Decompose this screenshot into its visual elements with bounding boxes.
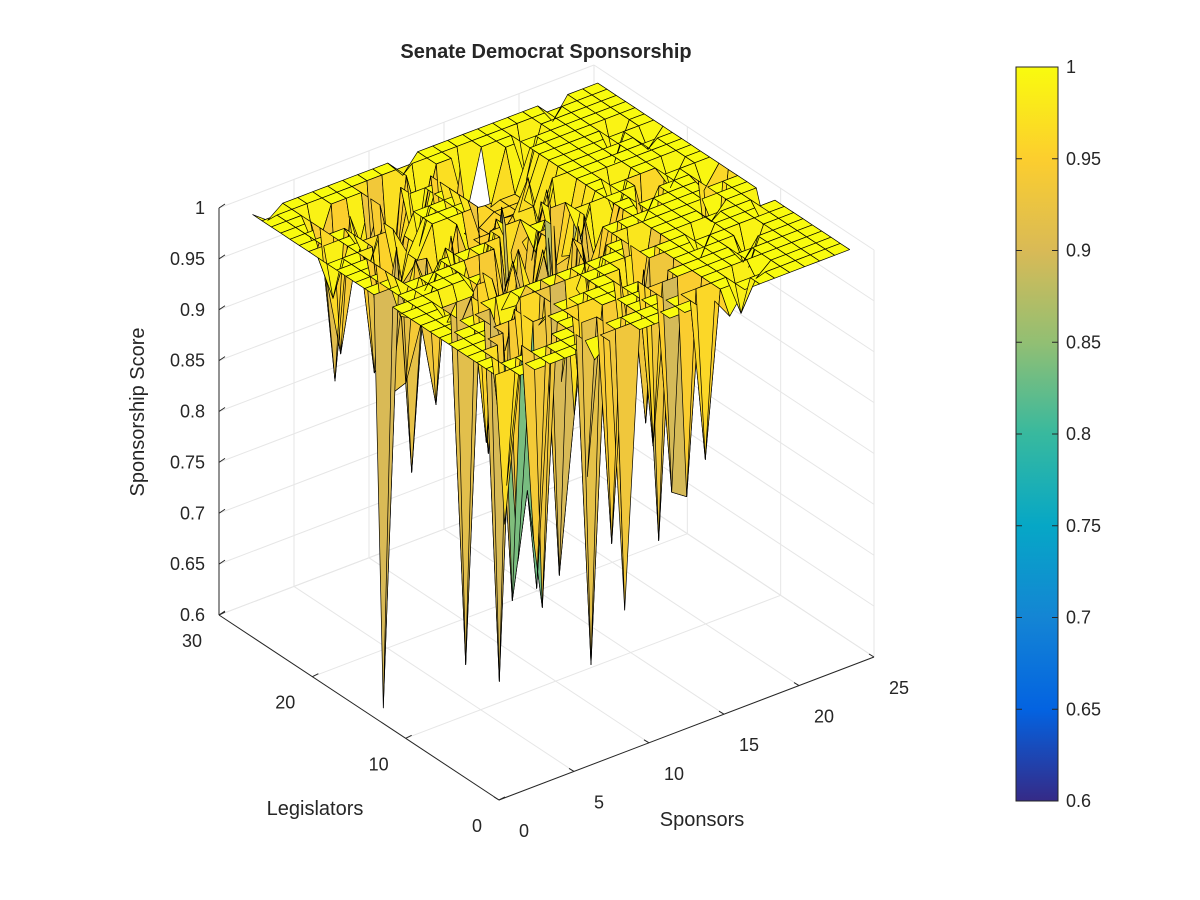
grid-line: [593, 420, 875, 607]
z-tick-label: 0.7: [180, 503, 205, 523]
x-tick-label: 10: [664, 764, 684, 784]
x-tick-label: 25: [889, 678, 909, 698]
axes-frame: 0 5 10 15 20 25 0 10 20 30 0.6 0.65 0.7 0.75 0.8 0.85 0.…: [170, 198, 909, 841]
z-tick-mark: [218, 610, 226, 616]
x-tick-label: 0: [519, 821, 529, 841]
z-tick-mark: [218, 559, 226, 565]
z-tick-mark: [218, 407, 226, 412]
colorbar: 0.6 0.65 0.7 0.75 0.8 0.85 0.9 0.95 1: [1015, 57, 1101, 811]
x-tick-mark: [718, 710, 725, 715]
y-axis-line: [218, 614, 500, 801]
colorbar-scale: [1015, 66, 1059, 802]
grid-line: [593, 471, 875, 658]
surface-patch: [824, 243, 851, 256]
y-tick-label: 0: [472, 816, 482, 836]
x-tick-mark: [793, 682, 800, 687]
z-tick-mark: [218, 203, 226, 209]
z-tick-label: 0.6: [180, 605, 205, 625]
x-tick-label: 20: [814, 707, 834, 727]
grid-line: [593, 64, 875, 251]
z-tick-mark: [218, 457, 226, 463]
y-tick-label: 10: [369, 754, 389, 774]
colorbar-tick-label: 1: [1066, 57, 1076, 77]
x-axis-line: [498, 656, 875, 801]
x-tick-label: 5: [594, 792, 604, 812]
y-axis-label: Legislators: [267, 798, 364, 820]
x-tick-mark: [643, 739, 650, 744]
grid-line: [368, 557, 650, 744]
x-tick-mark: [868, 653, 875, 658]
chart-title: Senate Democrat Sponsorship: [400, 41, 691, 63]
y-tick-mark: [405, 734, 412, 739]
colorbar-tick-label: 0.7: [1066, 608, 1091, 628]
colorbar-tick-label: 0.9: [1066, 241, 1091, 261]
z-tick-label: 0.75: [170, 452, 205, 472]
x-tick-mark: [493, 796, 500, 801]
z-tick-label: 1: [195, 198, 205, 218]
grid-line: [443, 528, 725, 715]
y-tick-mark: [498, 796, 506, 801]
x-tick-mark: [568, 767, 575, 772]
z-tick-mark: [218, 508, 226, 514]
colorbar-tick-label: 0.8: [1066, 424, 1091, 444]
z-tick-mark: [218, 254, 226, 260]
y-tick-label: 30: [182, 631, 202, 651]
z-tick-mark: [218, 305, 226, 311]
colorbar-tick-label: 0.6: [1066, 791, 1091, 811]
colorbar-tick-label: 0.95: [1066, 149, 1101, 169]
grid-line: [518, 500, 800, 687]
y-tick-label: 20: [275, 693, 295, 713]
surface-plot: [252, 82, 851, 709]
colorbar-tick-label: 0.85: [1066, 332, 1101, 352]
z-tick-mark: [218, 356, 226, 362]
colorbar-tick-label: 0.75: [1066, 516, 1101, 536]
grid-line: [405, 594, 781, 739]
z-tick-label: 0.9: [180, 300, 205, 320]
z-tick-label: 0.8: [180, 402, 205, 422]
grid-line: [293, 585, 575, 772]
colorbar-tick-label: 0.65: [1066, 699, 1101, 719]
z-tick-label: 0.65: [170, 554, 205, 574]
z-tick-label: 0.95: [170, 249, 205, 269]
z-axis-label: Sponsorship Score: [127, 328, 149, 497]
grid-line: [593, 369, 875, 556]
x-axis-label: Sponsors: [660, 809, 745, 831]
z-tick-label: 0.85: [170, 351, 205, 371]
colorbar-ticks: 0.6 0.65 0.7 0.75 0.8 0.85 0.9 0.95 1: [1016, 57, 1101, 811]
y-tick-mark: [312, 673, 319, 678]
grid-line: [218, 64, 595, 209]
x-tick-label: 15: [739, 735, 759, 755]
